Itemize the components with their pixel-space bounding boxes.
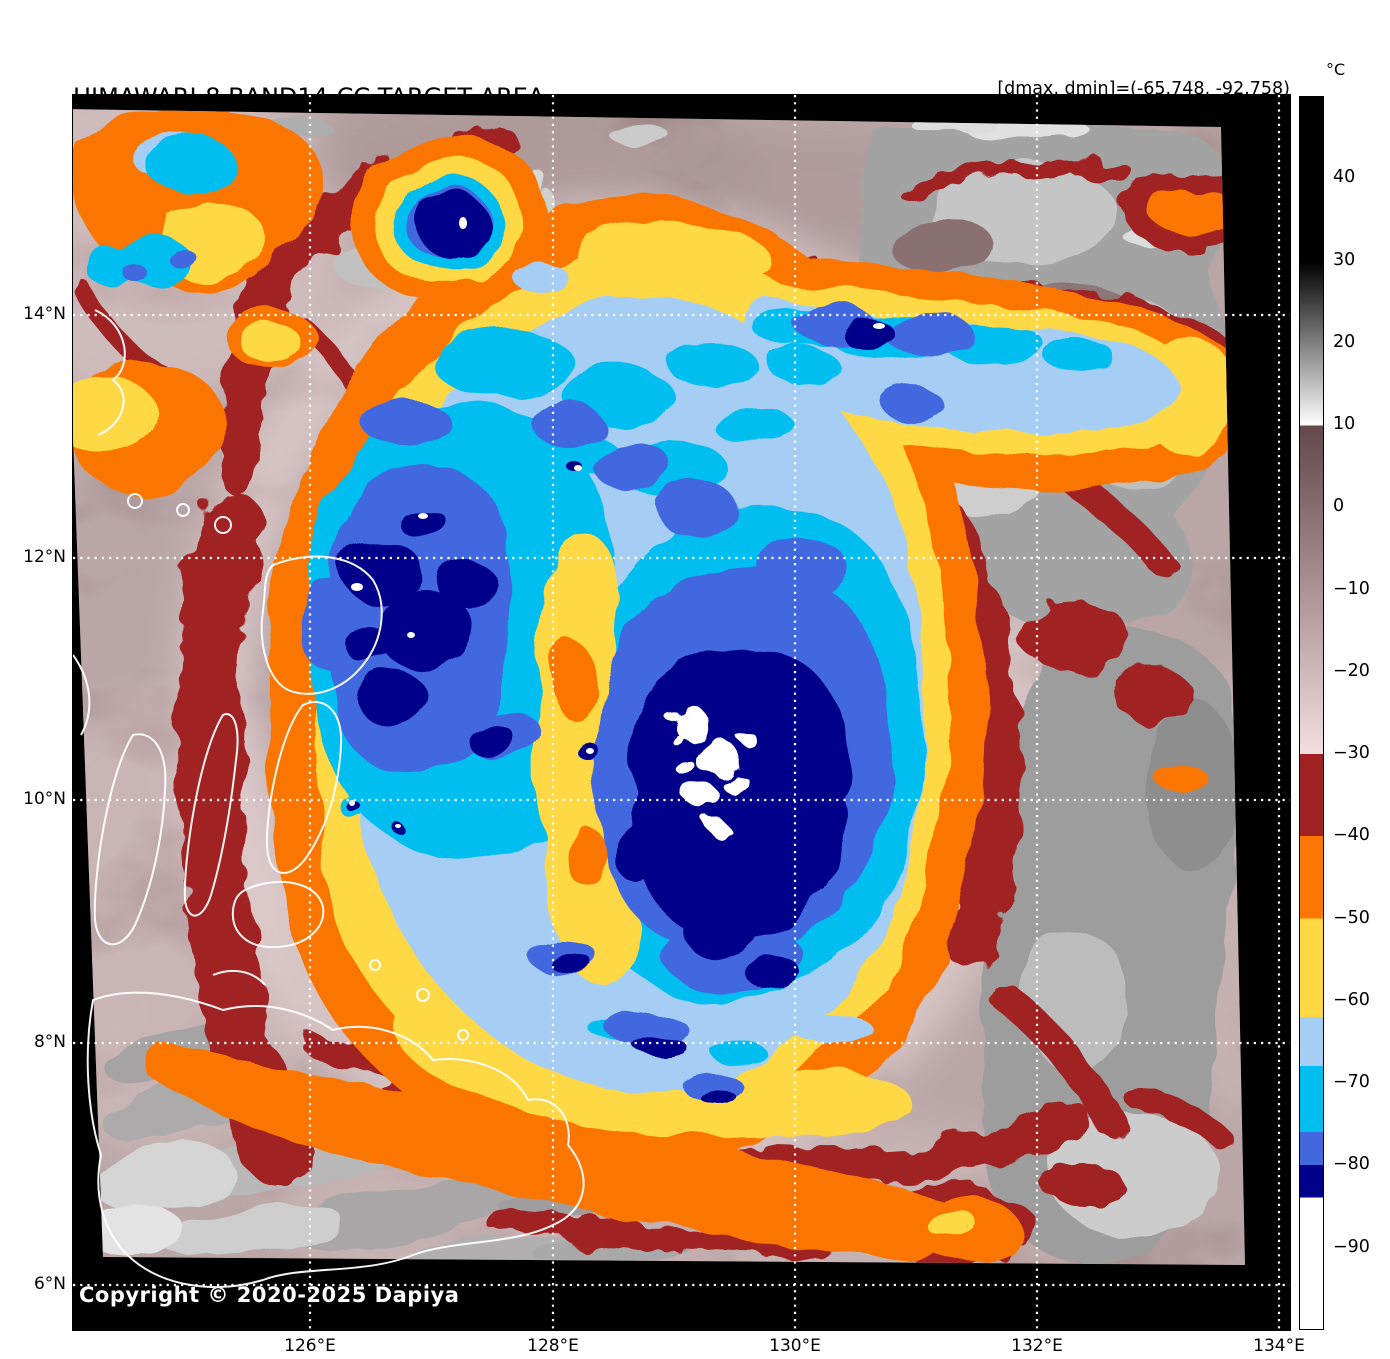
colorbar-tick-label: 30	[1333, 249, 1356, 270]
y-axis-tick-label: 8°N	[33, 1032, 66, 1052]
x-axis-tick-label: 132°E	[1011, 1336, 1063, 1356]
x-axis-tick-label: 130°E	[769, 1336, 821, 1356]
colorbar-tick-label: −50	[1333, 907, 1370, 928]
gridlines	[73, 95, 1290, 1330]
colorbar-tick-label: −70	[1333, 1072, 1370, 1093]
coldest-cloud-tops	[666, 709, 758, 830]
colorbar-tick-label: 0	[1333, 496, 1345, 517]
colorbar-tick-label: −80	[1333, 1154, 1370, 1175]
colorbar-tick-label: −30	[1333, 743, 1370, 764]
colorbar-tick-label: −20	[1333, 660, 1370, 681]
colorbar-tick-label: 20	[1333, 331, 1356, 352]
x-axis-tick-label: 134°E	[1253, 1336, 1305, 1356]
colorbar-tick-label: −40	[1333, 825, 1370, 846]
colorbar-tick-label: −10	[1333, 578, 1370, 599]
copyright-watermark: Copyright © 2020-2025 Dapiya	[79, 1283, 460, 1307]
coastlines	[73, 309, 585, 1289]
colorbar-tick-label: 10	[1333, 414, 1356, 435]
colorbar-unit-label: °C	[1326, 60, 1346, 79]
colorbar-tick-label: −90	[1333, 1236, 1370, 1257]
y-axis-tick-label: 12°N	[23, 547, 66, 567]
satellite-swath	[73, 109, 1245, 1265]
y-axis-tick-label: 6°N	[33, 1274, 66, 1294]
satellite-image	[73, 95, 1290, 1330]
colorbar-tick-label: −60	[1333, 989, 1370, 1010]
colorbar-tick-label: 40	[1333, 167, 1356, 188]
x-axis-tick-label: 128°E	[527, 1336, 579, 1356]
colorbar	[1299, 96, 1324, 1330]
y-axis-tick-label: 14°N	[23, 304, 66, 324]
cold-white-specks	[349, 217, 885, 828]
satellite-map-plot: Copyright © 2020-2025 Dapiya	[72, 94, 1291, 1331]
y-axis-tick-label: 10°N	[23, 789, 66, 809]
x-axis-tick-label: 126°E	[284, 1336, 336, 1356]
